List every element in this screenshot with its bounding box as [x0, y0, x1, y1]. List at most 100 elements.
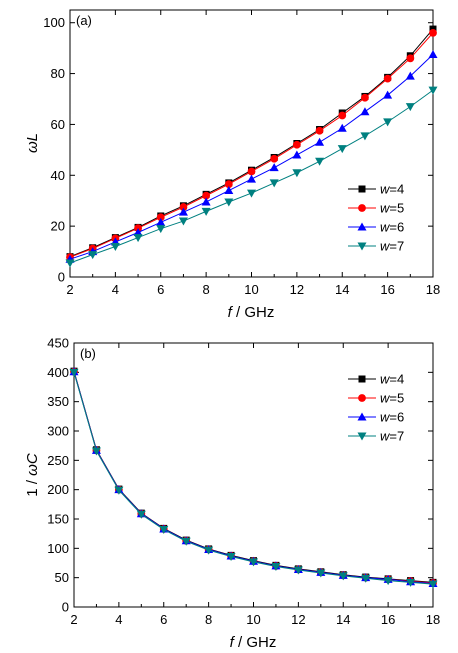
- data-point: [406, 54, 415, 63]
- legend: w=4 w=5 w=6 w=7: [348, 182, 404, 254]
- data-point: [247, 174, 256, 183]
- legend-label: w=6: [380, 410, 404, 425]
- legend-item: w=7: [348, 239, 404, 254]
- data-point: [338, 111, 347, 120]
- data-point: [178, 207, 188, 216]
- legend-marker: [358, 185, 366, 193]
- x-tick-label: 14: [336, 612, 350, 627]
- data-point: [315, 137, 325, 146]
- data-point: [65, 259, 75, 268]
- legend-marker: [357, 412, 367, 421]
- legend-label: w=5: [380, 391, 404, 406]
- x-tick-label: 14: [335, 282, 349, 297]
- data-point: [226, 553, 236, 562]
- legend-label: w=7: [380, 429, 404, 444]
- legend-marker: [357, 222, 367, 231]
- data-point: [361, 574, 371, 583]
- y-tick-label: 200: [47, 482, 69, 497]
- y-tick-label: 250: [47, 453, 69, 468]
- data-point: [383, 118, 393, 127]
- x-tick-label: 18: [426, 612, 440, 627]
- data-point: [383, 90, 393, 99]
- y-axis-label: ωL: [24, 133, 41, 153]
- data-point: [270, 154, 279, 163]
- data-point: [315, 157, 325, 166]
- data-point: [202, 191, 211, 200]
- plot-frame: [69, 9, 434, 278]
- x-tick-label: 2: [66, 282, 73, 297]
- data-point: [428, 86, 438, 95]
- legend-item: w=4: [348, 182, 404, 197]
- data-point: [178, 217, 188, 226]
- data-point: [88, 251, 98, 260]
- series-line: [69, 32, 434, 258]
- data-point: [406, 578, 416, 587]
- legend-item: w=6: [348, 410, 404, 425]
- panel-b: (b) 2 4 6 8 10 12 14 16 18 0 50 100 150 200 250 300 350…: [24, 336, 440, 652]
- legend: w=4 w=5 w=6 w=7: [348, 372, 404, 444]
- data-point: [224, 198, 234, 207]
- data-point: [360, 132, 370, 141]
- data-point: [133, 234, 143, 243]
- data-point: [224, 186, 234, 195]
- x-tick-label: 12: [291, 612, 305, 627]
- x-axis-label: f / GHz: [228, 304, 275, 321]
- y-tick-label: 100: [47, 541, 69, 556]
- data-point: [429, 28, 437, 37]
- data-point: [269, 179, 279, 188]
- data-point: [337, 145, 347, 154]
- y-tick-label: 50: [55, 570, 69, 585]
- legend-marker: [357, 432, 367, 441]
- data-point: [316, 569, 326, 578]
- x-axis-label: f / GHz: [230, 634, 277, 651]
- data-point: [249, 558, 258, 567]
- x-tick-label: 4: [115, 612, 122, 627]
- series-w7: [69, 368, 438, 589]
- y-tick-label: 400: [47, 365, 69, 380]
- x-tick-label: 10: [244, 282, 258, 297]
- data-point: [383, 74, 392, 83]
- y-axis-label: 1 / ωC: [24, 453, 41, 497]
- data-point: [110, 242, 120, 251]
- data-point: [201, 207, 211, 216]
- y-tick-label: 40: [51, 168, 65, 183]
- x-tick-label: 10: [246, 612, 260, 627]
- x-tick-label: 16: [380, 282, 394, 297]
- data-point: [269, 163, 279, 172]
- legend-item: w=5: [348, 391, 404, 406]
- y-tick-label: 80: [51, 66, 65, 81]
- data-point: [179, 203, 188, 211]
- data-point: [428, 50, 438, 58]
- y-tick-label: 300: [47, 424, 69, 439]
- x-ticks: 2 4 6 8 10 12 14 16 18: [70, 343, 440, 627]
- legend-marker: [358, 204, 366, 212]
- panel-label: (b): [80, 346, 96, 361]
- x-tick-label: 8: [205, 612, 212, 627]
- y-tick-label: 350: [47, 394, 69, 409]
- data-point: [360, 107, 370, 116]
- legend-item: w=4: [348, 372, 404, 387]
- x-tick-label: 12: [290, 282, 304, 297]
- y-tick-label: 60: [51, 117, 65, 132]
- data-point: [292, 140, 301, 149]
- legend-label: w=6: [380, 220, 404, 235]
- x-tick-label: 6: [160, 612, 167, 627]
- series-group: [65, 25, 438, 268]
- data-point: [315, 126, 324, 135]
- y-tick-label: 0: [62, 600, 69, 615]
- y-tick-label: 100: [43, 15, 65, 30]
- series-w5: [66, 28, 437, 262]
- data-point: [292, 169, 302, 178]
- data-point: [292, 150, 302, 159]
- y-tick-label: 150: [47, 512, 69, 527]
- data-point: [247, 167, 256, 176]
- series-w7: [65, 86, 438, 268]
- legend-marker: [358, 375, 366, 383]
- legend-item: w=5: [348, 201, 404, 216]
- data-point: [114, 486, 124, 495]
- legend-label: w=4: [380, 182, 404, 197]
- data-point: [383, 577, 393, 586]
- x-tick-label: 2: [70, 612, 77, 627]
- legend-marker: [358, 394, 366, 402]
